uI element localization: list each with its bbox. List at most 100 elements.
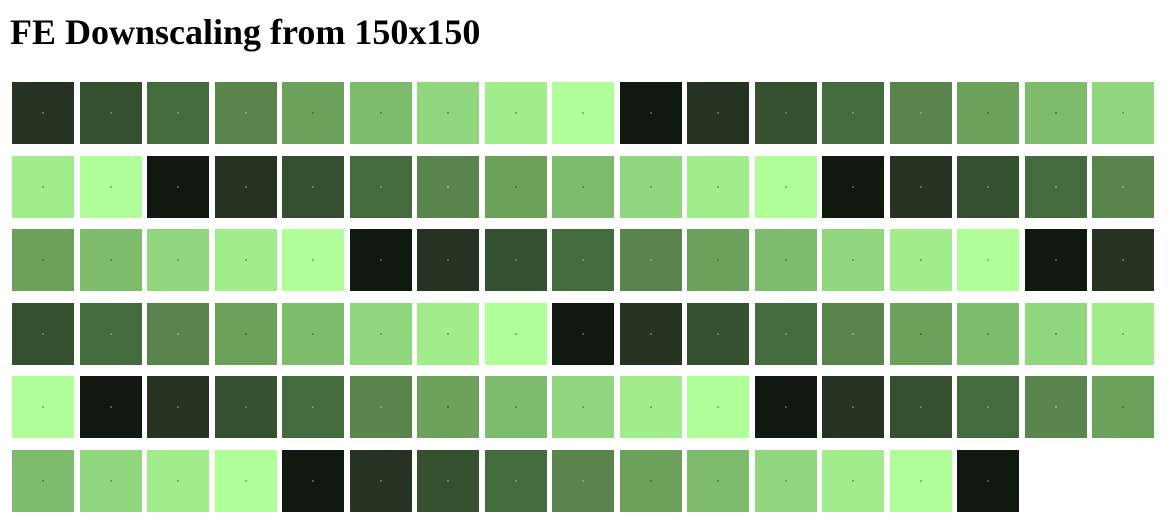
color-tile — [80, 82, 142, 144]
color-tile — [687, 376, 749, 438]
color-tile — [350, 376, 412, 438]
tile-center-dot — [177, 333, 179, 335]
tile-center-dot — [1122, 406, 1124, 408]
tile-center-dot — [987, 480, 989, 482]
color-tile — [485, 450, 547, 512]
color-tile — [350, 229, 412, 291]
tile-center-dot — [920, 259, 922, 261]
color-tile — [552, 229, 614, 291]
tile-center-dot — [312, 333, 314, 335]
tile-center-dot — [515, 480, 517, 482]
tile-center-dot — [920, 186, 922, 188]
tile-center-dot — [650, 112, 652, 114]
tile-center-dot — [785, 333, 787, 335]
tile-center-dot — [380, 480, 382, 482]
color-tile — [755, 376, 817, 438]
tile-center-dot — [920, 333, 922, 335]
color-tile — [282, 156, 344, 218]
tile-center-dot — [987, 333, 989, 335]
tile-center-dot — [785, 186, 787, 188]
tile-center-dot — [1122, 186, 1124, 188]
tile-center-dot — [380, 112, 382, 114]
color-tile — [12, 303, 74, 365]
color-tile — [822, 376, 884, 438]
color-tile — [350, 450, 412, 512]
tile-center-dot — [515, 259, 517, 261]
tile-center-dot — [515, 333, 517, 335]
color-tile — [12, 376, 74, 438]
tile-center-dot — [312, 259, 314, 261]
tile-center-dot — [447, 186, 449, 188]
color-tile — [687, 156, 749, 218]
tile-center-dot — [42, 112, 44, 114]
tile-center-dot — [380, 186, 382, 188]
tile-center-dot — [1122, 259, 1124, 261]
tile-center-dot — [1055, 259, 1057, 261]
color-tile — [822, 82, 884, 144]
tile-center-dot — [987, 406, 989, 408]
tile-center-dot — [380, 333, 382, 335]
color-tile — [890, 156, 952, 218]
color-tile — [215, 229, 277, 291]
color-tile — [957, 82, 1019, 144]
color-tile — [147, 376, 209, 438]
tile-center-dot — [110, 259, 112, 261]
tile-center-dot — [920, 112, 922, 114]
tile-center-dot — [42, 333, 44, 335]
tile-center-dot — [515, 112, 517, 114]
tile-center-dot — [852, 259, 854, 261]
color-tile — [755, 450, 817, 512]
tile-center-dot — [245, 186, 247, 188]
color-tile — [687, 82, 749, 144]
color-tile — [822, 450, 884, 512]
tile-center-dot — [312, 186, 314, 188]
tile-center-dot — [582, 112, 584, 114]
color-tile — [12, 229, 74, 291]
color-tile — [957, 229, 1019, 291]
tile-center-dot — [582, 259, 584, 261]
color-tile — [1092, 229, 1154, 291]
tile-center-dot — [987, 259, 989, 261]
tile-center-dot — [42, 480, 44, 482]
tile-center-dot — [582, 406, 584, 408]
color-tile — [215, 376, 277, 438]
color-tile — [755, 303, 817, 365]
color-tile — [620, 303, 682, 365]
tile-center-dot — [717, 186, 719, 188]
tile-center-dot — [312, 406, 314, 408]
tile-center-dot — [1122, 333, 1124, 335]
color-tile — [485, 82, 547, 144]
color-tile — [822, 303, 884, 365]
color-tile — [80, 376, 142, 438]
color-tile — [417, 303, 479, 365]
color-tile — [485, 156, 547, 218]
tile-center-dot — [1055, 333, 1057, 335]
color-tile — [620, 450, 682, 512]
color-tile — [552, 450, 614, 512]
color-tile — [215, 303, 277, 365]
tile-center-dot — [245, 406, 247, 408]
color-tile — [620, 376, 682, 438]
color-tile — [147, 229, 209, 291]
tile-center-dot — [852, 112, 854, 114]
color-tile — [620, 156, 682, 218]
color-tile — [485, 376, 547, 438]
tile-center-dot — [110, 406, 112, 408]
color-tile — [552, 376, 614, 438]
tile-center-dot — [245, 112, 247, 114]
tile-center-dot — [1055, 186, 1057, 188]
color-tile — [282, 376, 344, 438]
tile-center-dot — [447, 333, 449, 335]
color-tile — [80, 303, 142, 365]
color-tile — [552, 156, 614, 218]
tile-center-dot — [717, 333, 719, 335]
color-tile — [890, 376, 952, 438]
color-tile — [147, 303, 209, 365]
tile-center-dot — [785, 112, 787, 114]
color-tile — [350, 156, 412, 218]
color-tile — [80, 450, 142, 512]
color-tile — [1092, 376, 1154, 438]
color-tile — [552, 303, 614, 365]
color-tile — [12, 450, 74, 512]
tile-center-dot — [447, 480, 449, 482]
